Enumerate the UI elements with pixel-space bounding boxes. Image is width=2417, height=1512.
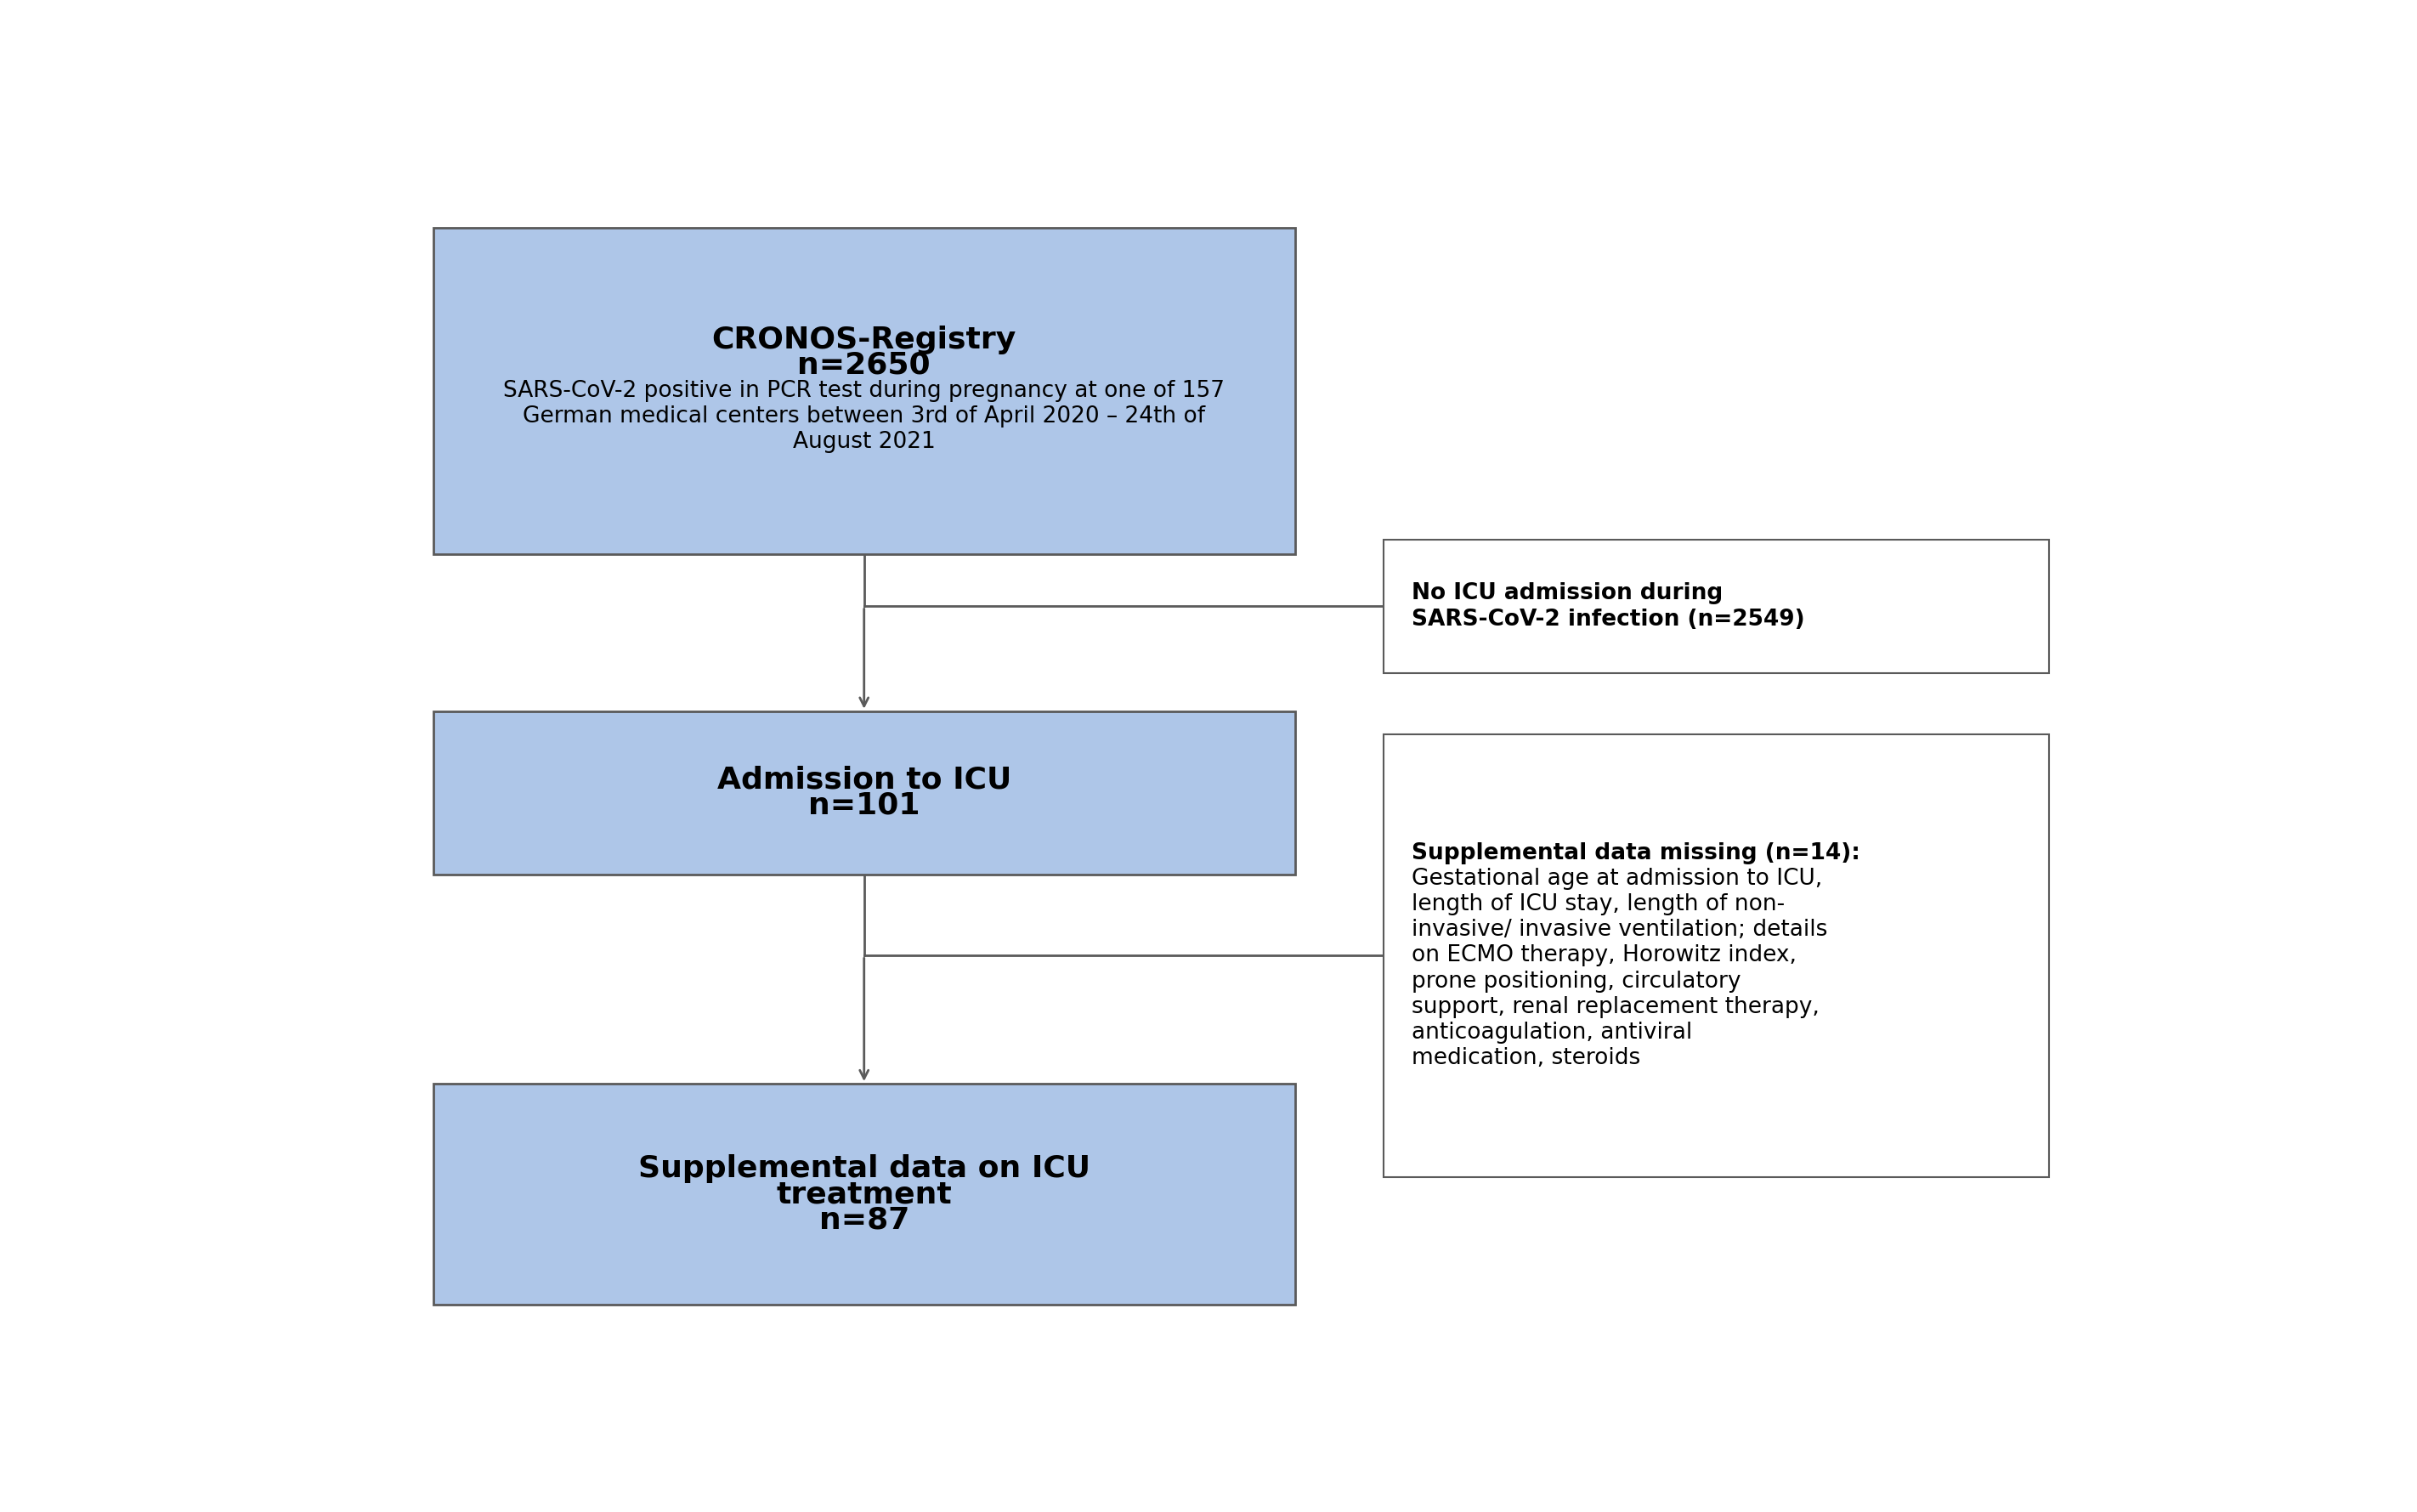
Text: Supplemental data missing (n=14):: Supplemental data missing (n=14): xyxy=(1412,842,1861,865)
Text: support, renal replacement therapy,: support, renal replacement therapy, xyxy=(1412,996,1820,1018)
Text: n=87: n=87 xyxy=(819,1205,909,1234)
FancyBboxPatch shape xyxy=(433,711,1296,874)
Text: SARS-CoV-2 infection (n=2549): SARS-CoV-2 infection (n=2549) xyxy=(1412,608,1805,631)
Text: on ECMO therapy, Horowitz index,: on ECMO therapy, Horowitz index, xyxy=(1412,945,1796,966)
Text: No ICU admission during: No ICU admission during xyxy=(1412,582,1723,605)
Text: Gestational age at admission to ICU,: Gestational age at admission to ICU, xyxy=(1412,868,1822,891)
Text: Admission to ICU: Admission to ICU xyxy=(718,765,1010,794)
Text: Supplemental data on ICU: Supplemental data on ICU xyxy=(638,1154,1090,1184)
Text: length of ICU stay, length of non-: length of ICU stay, length of non- xyxy=(1412,894,1786,915)
Text: anticoagulation, antiviral: anticoagulation, antiviral xyxy=(1412,1022,1692,1043)
FancyBboxPatch shape xyxy=(433,1084,1296,1305)
Text: n=2650: n=2650 xyxy=(798,351,931,380)
Text: German medical centers between 3rd of April 2020 – 24th of: German medical centers between 3rd of Ap… xyxy=(522,405,1206,428)
FancyBboxPatch shape xyxy=(1385,735,2050,1176)
FancyBboxPatch shape xyxy=(433,228,1296,553)
Text: treatment: treatment xyxy=(776,1179,952,1208)
FancyBboxPatch shape xyxy=(1385,540,2050,673)
Text: prone positioning, circulatory: prone positioning, circulatory xyxy=(1412,971,1740,992)
Text: invasive/ invasive ventilation; details: invasive/ invasive ventilation; details xyxy=(1412,919,1827,940)
Text: medication, steroids: medication, steroids xyxy=(1412,1048,1641,1069)
Text: SARS-CoV-2 positive in PCR test during pregnancy at one of 157: SARS-CoV-2 positive in PCR test during p… xyxy=(503,380,1225,402)
Text: n=101: n=101 xyxy=(807,791,921,820)
Text: CRONOS-Registry: CRONOS-Registry xyxy=(713,325,1015,354)
Text: August 2021: August 2021 xyxy=(793,431,935,454)
